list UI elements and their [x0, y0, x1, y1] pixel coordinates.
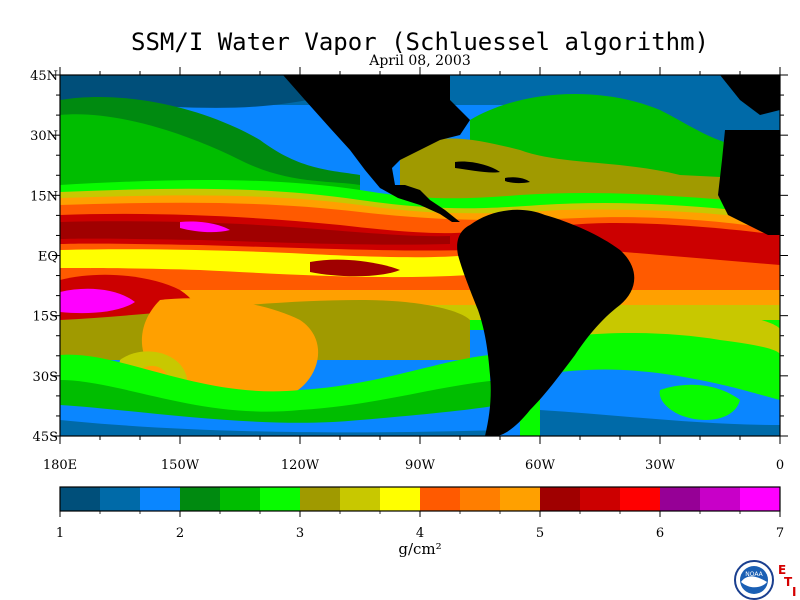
- lon-label-3: 90W: [405, 458, 436, 473]
- colorbar-swatch-9: [420, 487, 461, 511]
- colorbar-swatch-12: [540, 487, 581, 511]
- lon-label-5: 30W: [645, 458, 676, 473]
- colorbar-swatch-10: [460, 487, 501, 511]
- colorbar: [59, 486, 781, 512]
- lat-label-0: 45N: [30, 69, 58, 84]
- colorbar-swatch-4: [220, 487, 261, 511]
- colorbar-tick-label-4: 5: [536, 526, 544, 541]
- longitude-labels: 180E 150W 120W 90W 60W 30W 0: [43, 458, 784, 473]
- colorbar-unit-label: g/cm²: [398, 540, 442, 558]
- colorbar-swatch-14: [620, 487, 661, 511]
- colorbar-swatch-13: [580, 487, 621, 511]
- lon-label-6: 0: [776, 458, 784, 473]
- map-title: SSM/I Water Vapor (Schluessel algorithm): [131, 28, 709, 56]
- colorbar-swatch-16: [700, 487, 741, 511]
- lat-label-6: 45S: [33, 430, 58, 445]
- colorbar-swatch-1: [100, 487, 141, 511]
- lat-label-3: EQ: [38, 250, 58, 265]
- colorbar-swatch-7: [340, 487, 381, 511]
- colorbar-tick-label-0: 1: [56, 526, 64, 541]
- colorbar-swatch-11: [500, 487, 541, 511]
- colorbar-swatch-5: [260, 487, 301, 511]
- colorbar-swatch-3: [180, 487, 221, 511]
- colorbar-tick-label-5: 6: [656, 526, 664, 541]
- lon-label-0: 180E: [43, 458, 77, 473]
- colorbar-tick-label-1: 2: [176, 526, 184, 541]
- map-date: April 08, 2003: [369, 53, 471, 69]
- eti-letter-e: E: [778, 563, 787, 577]
- colorbar-swatch-17: [740, 487, 781, 511]
- colorbar-swatch-15: [660, 487, 701, 511]
- lat-label-5: 30S: [33, 370, 58, 385]
- map-ticks: [52, 67, 788, 444]
- lon-label-2: 120W: [281, 458, 320, 473]
- colorbar-swatch-0: [60, 487, 101, 511]
- latitude-labels: 45N 30N 15N EQ 15S 30S 45S: [30, 69, 58, 445]
- lat-label-2: 15N: [30, 189, 58, 204]
- lon-label-4: 60W: [525, 458, 556, 473]
- colorbar-swatch-2: [140, 487, 181, 511]
- colorbar-tick-label-3: 4: [416, 526, 424, 541]
- lat-label-4: 15S: [33, 310, 58, 325]
- colorbar-swatch-6: [300, 487, 341, 511]
- noaa-logo-text: NOAA: [745, 571, 763, 578]
- eti-letter-i: I: [792, 585, 797, 599]
- noaa-logo-icon: NOAA: [734, 560, 774, 600]
- colorbar-tick-label-6: 7: [776, 526, 784, 541]
- colorbar-ticks: 1 2 3 4 5 6 7: [56, 511, 784, 541]
- land-masses: [283, 75, 780, 436]
- lat-label-1: 30N: [30, 129, 58, 144]
- lon-label-1: 150W: [161, 458, 200, 473]
- colorbar-tick-label-2: 3: [296, 526, 304, 541]
- eti-letter-t: T: [784, 575, 793, 589]
- colorbar-swatch-8: [380, 487, 421, 511]
